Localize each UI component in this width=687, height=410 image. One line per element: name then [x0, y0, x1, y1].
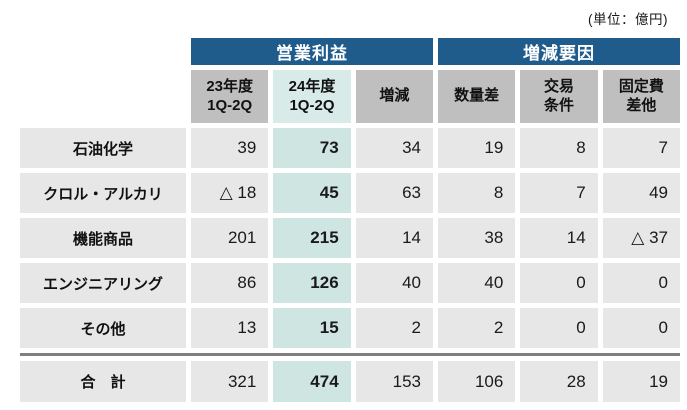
cell-chlor-alkali-terms: 7: [520, 173, 598, 213]
cell-functional-change: 14: [355, 218, 433, 258]
cell-others-fy23: 13: [191, 308, 269, 348]
cell-chlor-alkali-fixed: 49: [602, 173, 680, 213]
cell-petrochemicals-change: 34: [355, 128, 433, 168]
cell-chlor-alkali-change: 63: [355, 173, 433, 213]
operating-profit-table: 営業利益 増減要因 23年度 1Q-2Q 24年度 1Q-2Q 増減 数量差 交…: [20, 38, 680, 402]
cell-engineering-volume: 40: [438, 263, 516, 303]
column-header-change: 増減: [355, 70, 433, 123]
cell-functional-fixed: △ 37: [602, 218, 680, 258]
cell-total-fy23: 321: [191, 361, 269, 402]
cell-chlor-alkali-fy23: △ 18: [191, 173, 269, 213]
group-header-operating-profit: 営業利益: [191, 38, 433, 65]
column-header-trade-terms: 交易 条件: [520, 70, 598, 123]
cell-petrochemicals-fixed: 7: [602, 128, 680, 168]
cell-others-terms: 0: [520, 308, 598, 348]
cell-others-fixed: 0: [602, 308, 680, 348]
cell-functional-volume: 38: [438, 218, 516, 258]
group-header-change-factors: 増減要因: [438, 38, 680, 65]
row-label-chlor-alkali: クロル・アルカリ: [20, 173, 186, 213]
cell-engineering-terms: 0: [520, 263, 598, 303]
column-header-fixed-cost-diff: 固定費 差他: [602, 70, 680, 123]
cell-engineering-change: 40: [355, 263, 433, 303]
row-label-engineering: エンジニアリング: [20, 263, 186, 303]
cell-petrochemicals-fy24: 73: [273, 128, 351, 168]
cell-total-change: 153: [355, 361, 433, 402]
cell-others-volume: 2: [438, 308, 516, 348]
cell-total-fy24: 474: [273, 361, 351, 402]
cell-total-volume: 106: [438, 361, 516, 402]
cell-total-fixed: 19: [602, 361, 680, 402]
cell-total-terms: 28: [520, 361, 598, 402]
corner-spacer-sub: [20, 70, 186, 123]
cell-functional-fy23: 201: [191, 218, 269, 258]
cell-functional-terms: 14: [520, 218, 598, 258]
cell-others-change: 2: [355, 308, 433, 348]
cell-petrochemicals-volume: 19: [438, 128, 516, 168]
row-label-petrochemicals: 石油化学: [20, 128, 186, 168]
cell-engineering-fy23: 86: [191, 263, 269, 303]
cell-chlor-alkali-fy24: 45: [273, 173, 351, 213]
row-label-functional-products: 機能商品: [20, 218, 186, 258]
unit-label: (単位：億円): [588, 12, 668, 27]
cell-chlor-alkali-volume: 8: [438, 173, 516, 213]
column-header-fy24-1q2q: 24年度 1Q-2Q: [273, 70, 351, 123]
cell-engineering-fixed: 0: [602, 263, 680, 303]
row-label-others: その他: [20, 308, 186, 348]
cell-engineering-fy24: 126: [273, 263, 351, 303]
column-header-fy23-1q2q: 23年度 1Q-2Q: [191, 70, 269, 123]
cell-petrochemicals-fy23: 39: [191, 128, 269, 168]
cell-petrochemicals-terms: 8: [520, 128, 598, 168]
row-label-total: 合 計: [20, 361, 186, 402]
cell-others-fy24: 15: [273, 308, 351, 348]
total-separator-line: [20, 353, 680, 356]
column-header-volume-diff: 数量差: [438, 70, 516, 123]
corner-spacer-top: [20, 38, 186, 65]
cell-functional-fy24: 215: [273, 218, 351, 258]
